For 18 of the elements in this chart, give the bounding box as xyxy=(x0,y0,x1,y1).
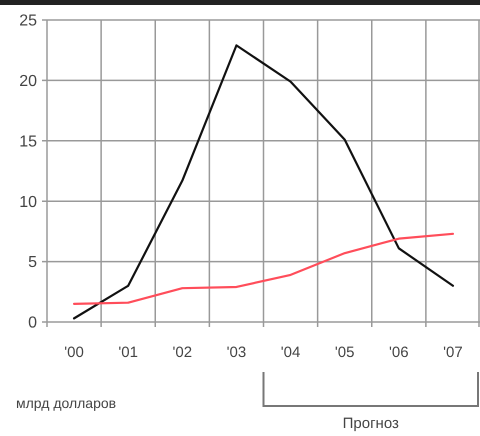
x-tick-label: '07 xyxy=(443,344,463,361)
text: Прогноз xyxy=(342,415,400,432)
y-tick-label: 10 xyxy=(19,194,38,211)
x-tick-label: '05 xyxy=(334,344,354,361)
y-tick-label: 15 xyxy=(19,133,38,150)
y-tick-label: 25 xyxy=(19,12,38,30)
x-tick-label: '06 xyxy=(389,344,409,361)
y-tick-label: 5 xyxy=(28,254,38,272)
x-tick-label: '02 xyxy=(172,344,192,361)
x-tick-label: '00 xyxy=(64,344,84,361)
y-tick-label: 0 xyxy=(28,314,38,332)
y-tick-label: 20 xyxy=(19,73,38,90)
line-series xyxy=(72,44,454,320)
text: млрд долларов xyxy=(16,395,116,411)
x-tick-label: '03 xyxy=(226,344,246,361)
line-series xyxy=(72,232,454,305)
x-tick-label: '04 xyxy=(280,344,300,361)
x-tick-label: '01 xyxy=(118,344,138,361)
